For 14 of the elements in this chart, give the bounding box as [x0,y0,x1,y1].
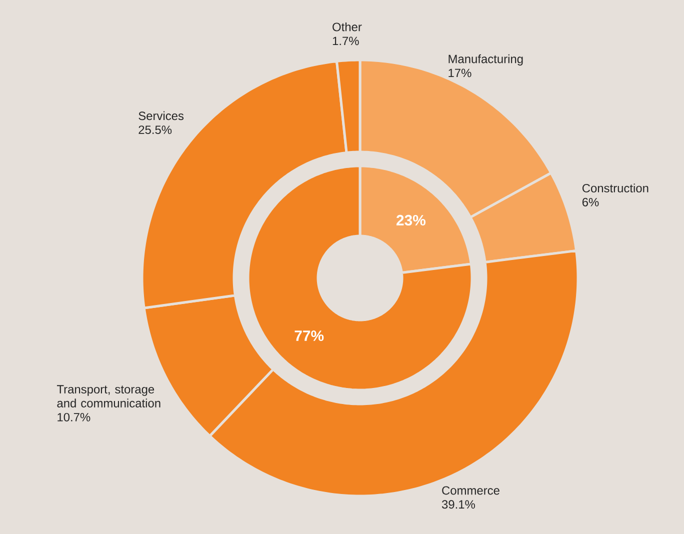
data-label: 39.1% [442,500,475,509]
data-label: 1.7% [332,36,359,46]
slice-label: Transport, storage and communication [56,385,160,408]
data-label: 25.5% [138,126,172,134]
data-label: 6% [582,198,599,206]
data-label: 23% [396,214,426,226]
slice-label: Other [332,22,362,32]
slice-label: Manufacturing [448,54,523,66]
slice-label: Commerce [442,486,500,495]
slice-label: Services [138,111,184,120]
slice-label: Construction [582,184,648,192]
data-label: 77% [294,330,324,342]
data-label: 10.7% [58,412,90,422]
data-label: 17% [448,68,472,78]
